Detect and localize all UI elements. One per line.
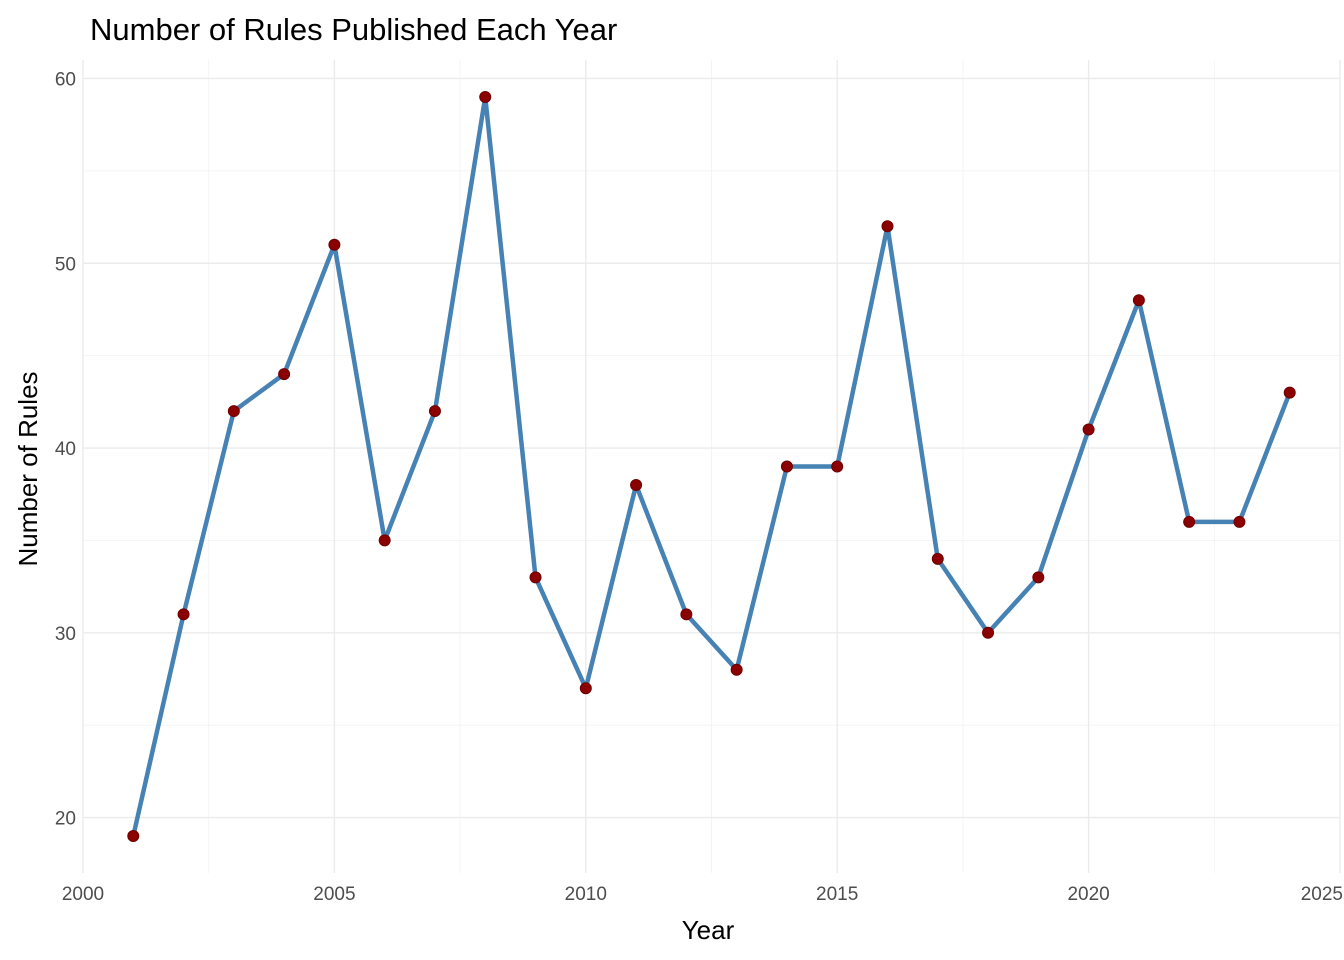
x-axis-title: Year bbox=[682, 915, 735, 945]
y-axis-title: Number of Rules bbox=[13, 371, 43, 566]
x-tick-label: 2020 bbox=[1067, 884, 1109, 905]
data-point bbox=[1032, 571, 1045, 584]
data-point bbox=[177, 608, 190, 621]
data-point bbox=[831, 460, 844, 473]
grid bbox=[82, 60, 1341, 873]
data-point bbox=[780, 460, 793, 473]
data-point bbox=[1283, 386, 1296, 399]
x-tick-label: 2000 bbox=[62, 884, 104, 905]
data-point bbox=[730, 663, 743, 676]
data-point bbox=[1082, 423, 1095, 436]
data-point bbox=[529, 571, 542, 584]
data-point bbox=[127, 830, 140, 843]
data-point bbox=[982, 626, 995, 639]
chart-title: Number of Rules Published Each Year bbox=[90, 12, 617, 47]
data-point bbox=[328, 238, 341, 251]
data-point bbox=[931, 552, 944, 565]
data-point bbox=[378, 534, 391, 547]
y-tick-label: 30 bbox=[55, 624, 76, 645]
data-point bbox=[479, 90, 492, 103]
data-point bbox=[680, 608, 693, 621]
series-points-group bbox=[127, 90, 1296, 843]
y-tick-label: 40 bbox=[55, 439, 76, 460]
data-point bbox=[1132, 294, 1145, 307]
data-point bbox=[1183, 515, 1196, 528]
series-line bbox=[131, 94, 1292, 839]
data-point bbox=[630, 478, 643, 491]
y-axis-ticks: 20 30 40 50 60 bbox=[55, 69, 76, 829]
x-tick-label: 2025 bbox=[1301, 884, 1343, 905]
data-point bbox=[1233, 515, 1246, 528]
data-point bbox=[278, 368, 291, 381]
y-tick-label: 50 bbox=[55, 254, 76, 275]
data-point bbox=[881, 220, 894, 233]
data-point bbox=[227, 405, 240, 418]
series-line-group bbox=[131, 94, 1292, 839]
data-point bbox=[579, 682, 592, 695]
x-tick-label: 2005 bbox=[313, 884, 355, 905]
x-tick-label: 2015 bbox=[816, 884, 858, 905]
y-tick-label: 60 bbox=[55, 69, 76, 90]
x-axis-ticks: 2000 2005 2010 2015 2020 2025 bbox=[62, 884, 1343, 905]
data-point bbox=[428, 405, 441, 418]
x-tick-label: 2010 bbox=[565, 884, 607, 905]
y-tick-label: 20 bbox=[55, 809, 76, 830]
